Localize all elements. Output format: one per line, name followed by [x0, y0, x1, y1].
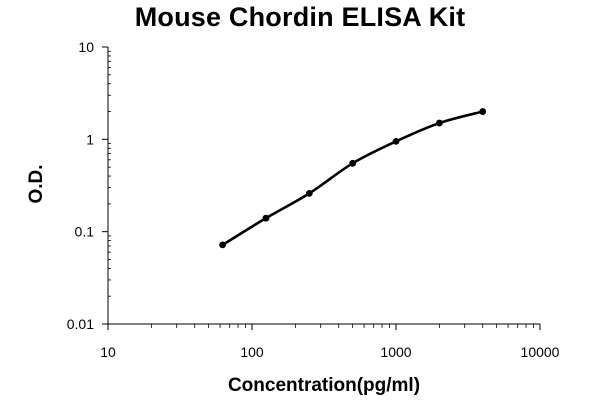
- y-tick-label: 0.1: [75, 224, 95, 240]
- data-point: [305, 189, 313, 197]
- series-layer: [219, 108, 487, 249]
- series-line: [221, 110, 484, 247]
- data-point: [392, 137, 400, 145]
- data-point: [262, 214, 270, 222]
- data-point: [219, 241, 227, 249]
- axes: [107, 47, 540, 325]
- data-point: [349, 159, 357, 167]
- x-tick-label: 1000: [380, 344, 411, 360]
- y-tick-label: 1: [86, 131, 94, 147]
- data-point: [479, 108, 487, 115]
- y-tick-label: 10: [78, 39, 94, 55]
- ticks: 10 1 0.1 0.01 10 100 1000 10000: [67, 39, 560, 360]
- y-tick-label: 0.01: [67, 316, 94, 332]
- x-tick-label: 100: [240, 344, 264, 360]
- x-tick-label: 10: [100, 344, 116, 360]
- x-tick-label: 10000: [521, 344, 560, 360]
- data-point: [435, 119, 443, 127]
- x-axis-label: Concentration(pg/ml): [227, 375, 421, 396]
- chart-title: Mouse Chordin ELISA Kit: [134, 2, 466, 32]
